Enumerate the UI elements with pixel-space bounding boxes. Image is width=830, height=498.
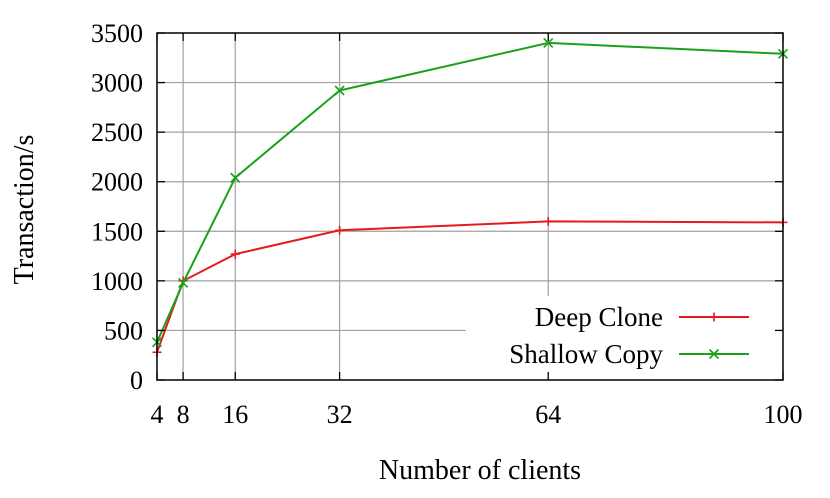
x-tick-label: 8 xyxy=(177,400,190,429)
data-point-marker xyxy=(230,172,241,183)
x-tick-label: 32 xyxy=(327,400,353,429)
data-point-marker xyxy=(708,348,720,360)
legend-background xyxy=(466,296,782,378)
data-point-marker xyxy=(230,249,240,259)
plot-border xyxy=(156,32,784,381)
x-tick-label: 100 xyxy=(764,400,803,429)
series-line xyxy=(156,41,784,343)
legend-label: Deep Clone xyxy=(535,302,663,332)
y-tick-label: 2000 xyxy=(91,168,143,197)
data-point-marker xyxy=(543,37,554,48)
y-axis-title: Transaction/s xyxy=(9,135,40,285)
data-point-marker xyxy=(335,225,345,235)
x-tick-label: 16 xyxy=(222,400,248,429)
data-point-marker xyxy=(334,85,345,96)
data-point-marker xyxy=(178,277,189,288)
y-tick-label: 1500 xyxy=(91,217,143,246)
data-point-marker xyxy=(709,312,719,322)
legend: Deep Clone Shallow Copy xyxy=(509,302,749,369)
data-point-marker xyxy=(543,216,553,226)
x-tick-label: 64 xyxy=(535,400,561,429)
x-tick-label: 4 xyxy=(151,400,164,429)
x-axis-title: Number of clients xyxy=(379,455,581,486)
plot-frame xyxy=(156,32,784,381)
y-tick-label: 2500 xyxy=(91,118,143,147)
y-tick-label: 500 xyxy=(104,316,143,345)
legend-label: Shallow Copy xyxy=(509,339,663,369)
y-tick-label: 0 xyxy=(130,366,143,395)
y-tick-label: 3500 xyxy=(91,19,143,48)
y-tick-label: 3000 xyxy=(91,69,143,98)
y-tick-label: 1000 xyxy=(91,267,143,296)
tick-labels: 0 500 1000 1500 2000 2500 3000 3500 4 8 16 32 64 100 xyxy=(91,19,803,429)
